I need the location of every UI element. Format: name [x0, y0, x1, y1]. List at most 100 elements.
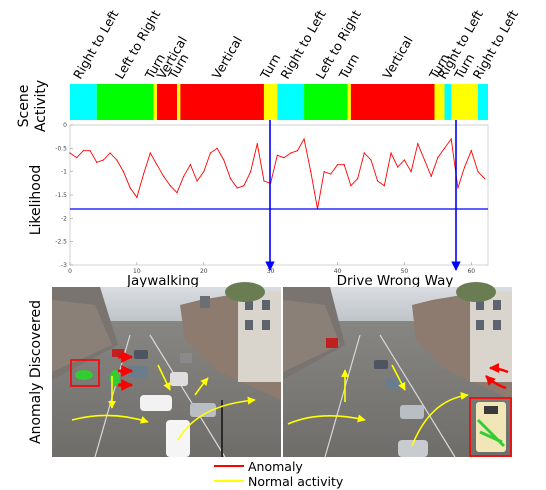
- likelihood-point-50: [403, 159, 405, 161]
- activity-segment-1: [96, 84, 154, 120]
- x-tick-label-4: 40: [334, 268, 342, 275]
- likelihood-point-54: [430, 175, 432, 177]
- likelihood-point-51: [410, 171, 412, 173]
- x-tick-label-3: 30: [267, 268, 275, 275]
- y-tick-label-2: -1: [61, 169, 67, 176]
- drive-wrong-way-photo: [283, 282, 512, 458]
- likelihood-point-0: [69, 152, 71, 154]
- likelihood-point-39: [330, 173, 332, 175]
- y-tick-label-1: -0.5: [55, 145, 67, 152]
- likelihood-point-33: [290, 152, 292, 154]
- likelihood-point-48: [390, 152, 392, 154]
- likelihood-point-57: [450, 138, 452, 140]
- likelihood-point-28: [256, 143, 258, 145]
- likelihood-point-56: [443, 147, 446, 149]
- likelihood-point-52: [417, 143, 419, 145]
- likelihood-point-45: [370, 159, 372, 161]
- likelihood-point-35: [303, 138, 305, 140]
- scene-activity-bar: [70, 84, 488, 120]
- likelihood-point-41: [343, 164, 345, 166]
- likelihood-point-27: [249, 171, 252, 173]
- likelihood-point-61: [477, 171, 479, 173]
- likelihood-point-22: [216, 147, 218, 149]
- activity-segment-5: [180, 84, 264, 120]
- x-tick-label-6: 60: [467, 268, 475, 275]
- scene-label: Scene: [16, 85, 32, 128]
- likelihood-point-15: [169, 185, 171, 187]
- x-tick-label-5: 50: [401, 268, 409, 275]
- likelihood-point-29: [263, 180, 265, 182]
- activity-label: Activity: [33, 80, 49, 132]
- likelihood-point-5: [102, 159, 105, 161]
- panel-title-drive-wrong-way: Drive Wrong Way: [337, 273, 454, 289]
- likelihood-point-34: [296, 150, 298, 152]
- likelihood-axis-label: Likelihood: [28, 165, 44, 236]
- likelihood-point-1: [76, 157, 78, 159]
- likelihood-point-4: [96, 161, 98, 163]
- y-tick-label-3: -1.5: [55, 192, 67, 199]
- likelihood-point-42: [350, 185, 352, 187]
- anomaly-discovered-label: Anomaly Discovered: [28, 300, 44, 444]
- plot-frame: [69, 124, 489, 266]
- likelihood-point-20: [203, 171, 205, 173]
- activity-segment-9: [347, 84, 351, 120]
- y-tick-label-4: -2: [61, 215, 67, 222]
- activity-label-10: Vertical: [379, 33, 415, 81]
- likelihood-point-46: [377, 180, 379, 182]
- y-tick-label-0: 0: [63, 122, 67, 129]
- likelihood-point-55: [437, 157, 439, 159]
- likelihood-point-32: [283, 157, 285, 159]
- likelihood-point-24: [229, 178, 232, 180]
- likelihood-point-36: [310, 171, 312, 173]
- series-layer: [69, 137, 488, 210]
- likelihood-point-6: [109, 152, 111, 154]
- activity-segment-4: [177, 84, 181, 120]
- activity-label-5: Vertical: [209, 33, 245, 81]
- anomaly-box-jaywalker: [70, 359, 100, 387]
- likelihood-point-25: [236, 187, 238, 189]
- x-tick-label-0: 0: [68, 268, 72, 275]
- likelihood-point-16: [176, 192, 178, 194]
- activity-segment-13: [451, 84, 478, 120]
- x-tick-label-1: 10: [133, 268, 141, 275]
- likelihood-point-38: [323, 171, 325, 173]
- activity-segment-0: [70, 84, 97, 120]
- likelihood-point-18: [189, 164, 191, 166]
- likelihood-point-53: [423, 159, 426, 161]
- likelihood-point-58: [457, 187, 459, 189]
- likelihood-point-10: [136, 196, 138, 198]
- likelihood-chart: 0 -0.5 -1 -1.5 -2 -2.5 -3 0 10 20 30 40 50 60: [55, 122, 489, 275]
- likelihood-point-9: [129, 187, 131, 189]
- y-tick-label-6: -3: [61, 262, 67, 269]
- activity-segment-8: [304, 84, 348, 120]
- activity-segment-11: [434, 84, 445, 120]
- y-tick-label-5: -2.5: [55, 239, 67, 246]
- legend-anomaly-label: Anomaly: [248, 459, 303, 474]
- likelihood-point-3: [89, 150, 91, 152]
- likelihood-point-23: [223, 159, 225, 161]
- activity-segment-6: [263, 84, 278, 120]
- likelihood-point-49: [397, 166, 399, 168]
- likelihood-point-44: [363, 152, 365, 154]
- likelihood-point-26: [243, 185, 245, 187]
- activity-segment-3: [156, 84, 178, 120]
- likelihood-point-12: [149, 152, 151, 154]
- likelihood-point-8: [122, 171, 125, 173]
- likelihood-point-47: [383, 185, 385, 187]
- activity-segment-12: [444, 84, 452, 120]
- likelihood-point-13: [156, 164, 158, 166]
- activity-segment-7: [277, 84, 305, 120]
- likelihood-point-14: [163, 175, 165, 177]
- activity-segment-14: [477, 84, 488, 120]
- likelihood-point-31: [276, 154, 278, 156]
- likelihood-point-11: [142, 173, 145, 175]
- x-tick-label-2: 20: [200, 268, 208, 275]
- likelihood-point-7: [116, 159, 118, 161]
- panel-title-jaywalking: Jaywalking: [126, 273, 199, 289]
- anomaly-box-ambulance: [469, 397, 512, 457]
- likelihood-point-43: [356, 178, 359, 180]
- likelihood-point-60: [470, 150, 472, 152]
- activity-segment-2: [153, 84, 157, 120]
